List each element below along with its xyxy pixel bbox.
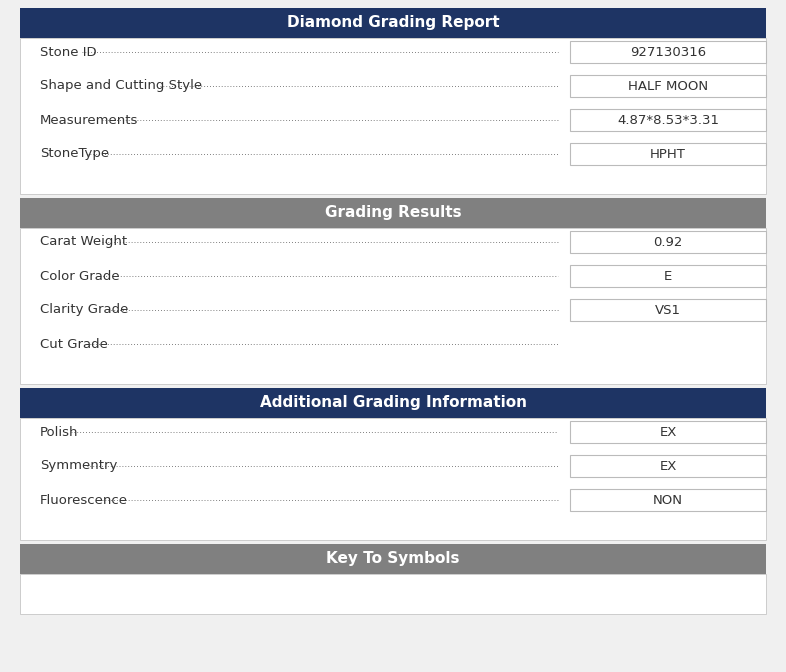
Text: Color Grade: Color Grade <box>40 269 119 282</box>
Text: EX: EX <box>659 425 677 439</box>
Bar <box>570 421 766 443</box>
Bar <box>570 265 766 287</box>
Bar <box>570 109 766 131</box>
Text: Polish: Polish <box>40 425 79 439</box>
Bar <box>570 455 766 477</box>
Text: Key To Symbols: Key To Symbols <box>326 552 460 566</box>
Text: 927130316: 927130316 <box>630 46 706 58</box>
Text: Clarity Grade: Clarity Grade <box>40 304 128 317</box>
Text: VS1: VS1 <box>655 304 681 317</box>
Bar <box>570 299 766 321</box>
Text: EX: EX <box>659 460 677 472</box>
Bar <box>20 544 766 574</box>
Text: Grading Results: Grading Results <box>325 206 461 220</box>
Bar <box>20 38 766 194</box>
Text: Cut Grade: Cut Grade <box>40 337 108 351</box>
Bar <box>20 574 766 614</box>
Bar <box>570 75 766 97</box>
Text: 0.92: 0.92 <box>653 235 683 249</box>
Text: Measurements: Measurements <box>40 114 138 126</box>
Bar <box>20 8 766 38</box>
Bar <box>20 198 766 228</box>
Text: Fluorescence: Fluorescence <box>40 493 128 507</box>
Text: 4.87*8.53*3.31: 4.87*8.53*3.31 <box>617 114 719 126</box>
Bar <box>20 228 766 384</box>
Text: Shape and Cutting Style: Shape and Cutting Style <box>40 79 202 93</box>
Text: Stone ID: Stone ID <box>40 46 97 58</box>
Text: Carat Weight: Carat Weight <box>40 235 127 249</box>
Bar <box>20 388 766 418</box>
Text: StoneType: StoneType <box>40 147 109 161</box>
Text: Diamond Grading Report: Diamond Grading Report <box>287 15 499 30</box>
Text: HPHT: HPHT <box>650 147 686 161</box>
Text: Symmentry: Symmentry <box>40 460 117 472</box>
Bar <box>570 41 766 63</box>
Bar <box>570 143 766 165</box>
Text: E: E <box>664 269 672 282</box>
Text: NON: NON <box>653 493 683 507</box>
Text: Additional Grading Information: Additional Grading Information <box>259 396 527 411</box>
Bar <box>20 418 766 540</box>
Bar <box>570 489 766 511</box>
Text: HALF MOON: HALF MOON <box>628 79 708 93</box>
Bar <box>570 231 766 253</box>
